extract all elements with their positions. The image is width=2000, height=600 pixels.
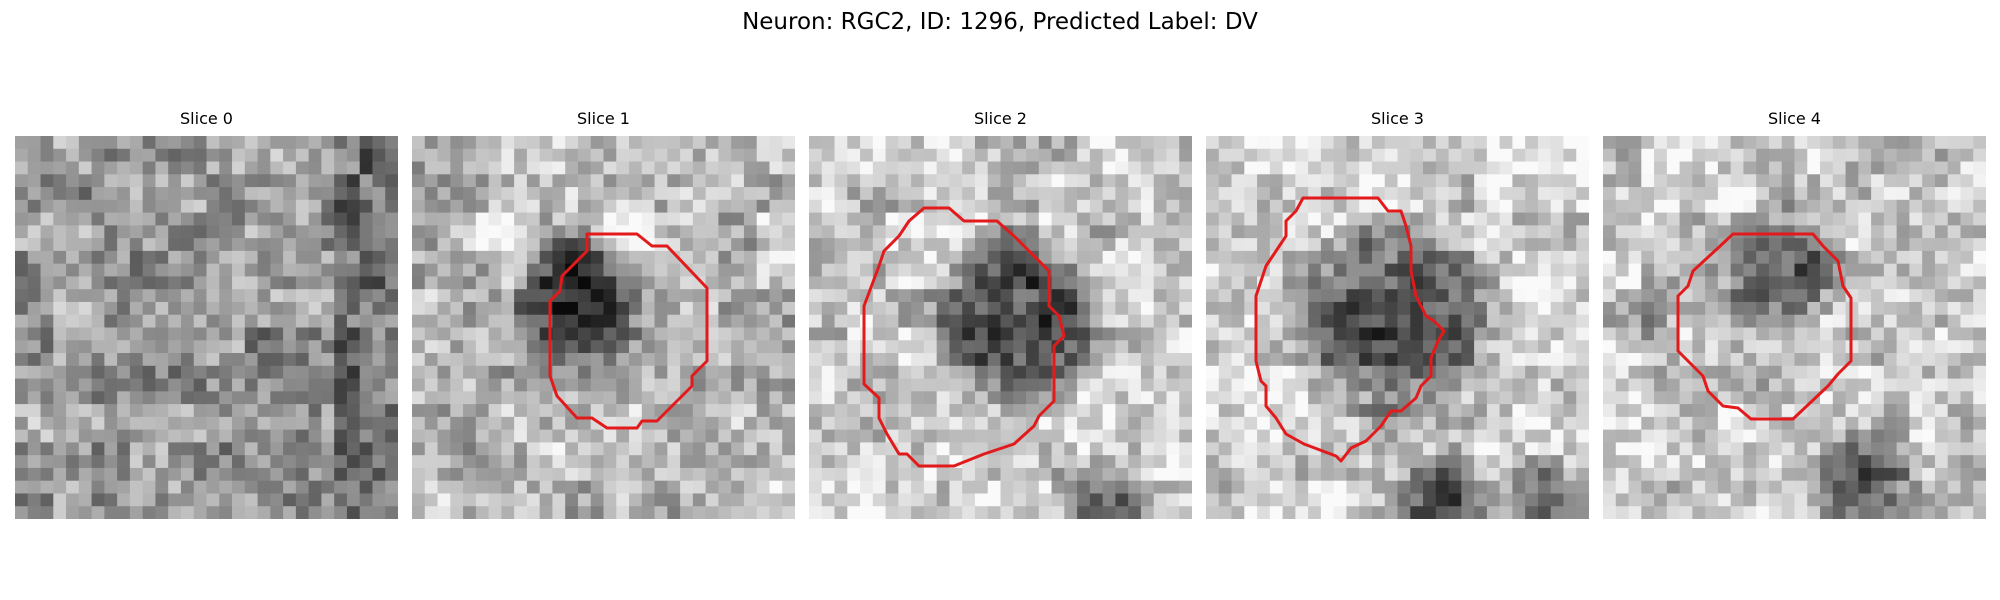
slice-image-1 <box>412 136 795 519</box>
neuron-contour <box>862 206 1066 468</box>
slice-panel-1: Slice 1 <box>412 108 795 519</box>
slice-image-4 <box>1603 136 1986 519</box>
figure-title: Neuron: RGC2, ID: 1296, Predicted Label:… <box>742 9 1258 35</box>
slice-title: Slice 1 <box>577 109 630 128</box>
image-pixels <box>15 136 398 519</box>
slice-panel-2: Slice 2 <box>809 108 1192 519</box>
neuron-contour <box>1676 232 1853 421</box>
slice-title: Slice 4 <box>1768 109 1821 128</box>
slice-image-0 <box>15 136 398 519</box>
image-pixels <box>1206 136 1589 519</box>
slice-title: Slice 0 <box>180 109 233 128</box>
neuron-contour <box>1254 196 1446 463</box>
slice-image-2 <box>809 136 1192 519</box>
slice-panel-0: Slice 0 <box>15 108 398 519</box>
slice-title: Slice 2 <box>974 109 1027 128</box>
slice-panel-3: Slice 3 <box>1206 108 1589 519</box>
neuron-contour <box>548 232 709 430</box>
image-pixels <box>809 136 1192 519</box>
slice-image-3 <box>1206 136 1589 519</box>
slice-panel-4: Slice 4 <box>1603 108 1986 519</box>
image-pixels <box>412 136 795 519</box>
image-pixels <box>1603 136 1986 519</box>
slice-title: Slice 3 <box>1371 109 1424 128</box>
